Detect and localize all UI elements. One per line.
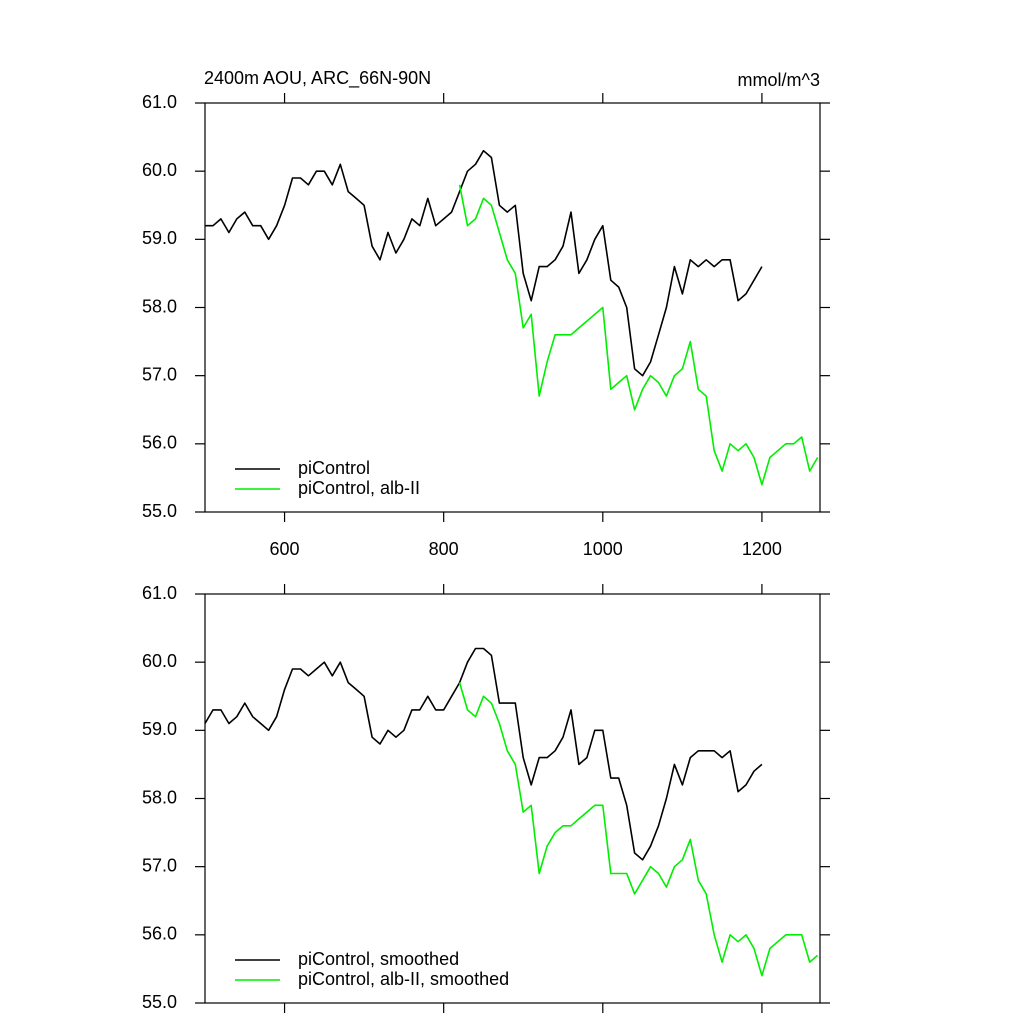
x-tick-label: 600 — [270, 539, 300, 559]
y-tick-label: 59.0 — [142, 228, 177, 248]
y-tick-label: 56.0 — [142, 433, 177, 453]
y-tick-label: 55.0 — [142, 501, 177, 521]
y-tick-label: 57.0 — [142, 855, 177, 875]
y-tick-label: 57.0 — [142, 364, 177, 384]
y-tick-label: 58.0 — [142, 787, 177, 807]
series-line — [205, 149, 763, 377]
y-tick-label: 58.0 — [142, 296, 177, 316]
y-tick-label: 55.0 — [142, 992, 177, 1012]
legend-label: piControl, smoothed — [298, 949, 459, 969]
units-label: mmol/m^3 — [738, 70, 820, 90]
legend-label: piControl — [298, 458, 370, 478]
legend-label: piControl, alb-II — [298, 478, 420, 498]
y-tick-label: 61.0 — [142, 92, 177, 112]
series-line — [458, 184, 819, 486]
x-tick-label: 1200 — [742, 539, 782, 559]
y-tick-label: 60.0 — [142, 651, 177, 671]
y-tick-label: 59.0 — [142, 719, 177, 739]
legend-label: piControl, alb-II, smoothed — [298, 969, 509, 989]
y-tick-label: 56.0 — [142, 924, 177, 944]
x-tick-label: 1000 — [583, 539, 623, 559]
series-line — [458, 682, 819, 977]
y-tick-label: 60.0 — [142, 160, 177, 180]
series-line — [204, 647, 763, 861]
x-tick-label: 800 — [429, 539, 459, 559]
chart-title: 2400m AOU, ARC_66N-90N — [204, 68, 431, 89]
y-tick-label: 61.0 — [142, 583, 177, 603]
